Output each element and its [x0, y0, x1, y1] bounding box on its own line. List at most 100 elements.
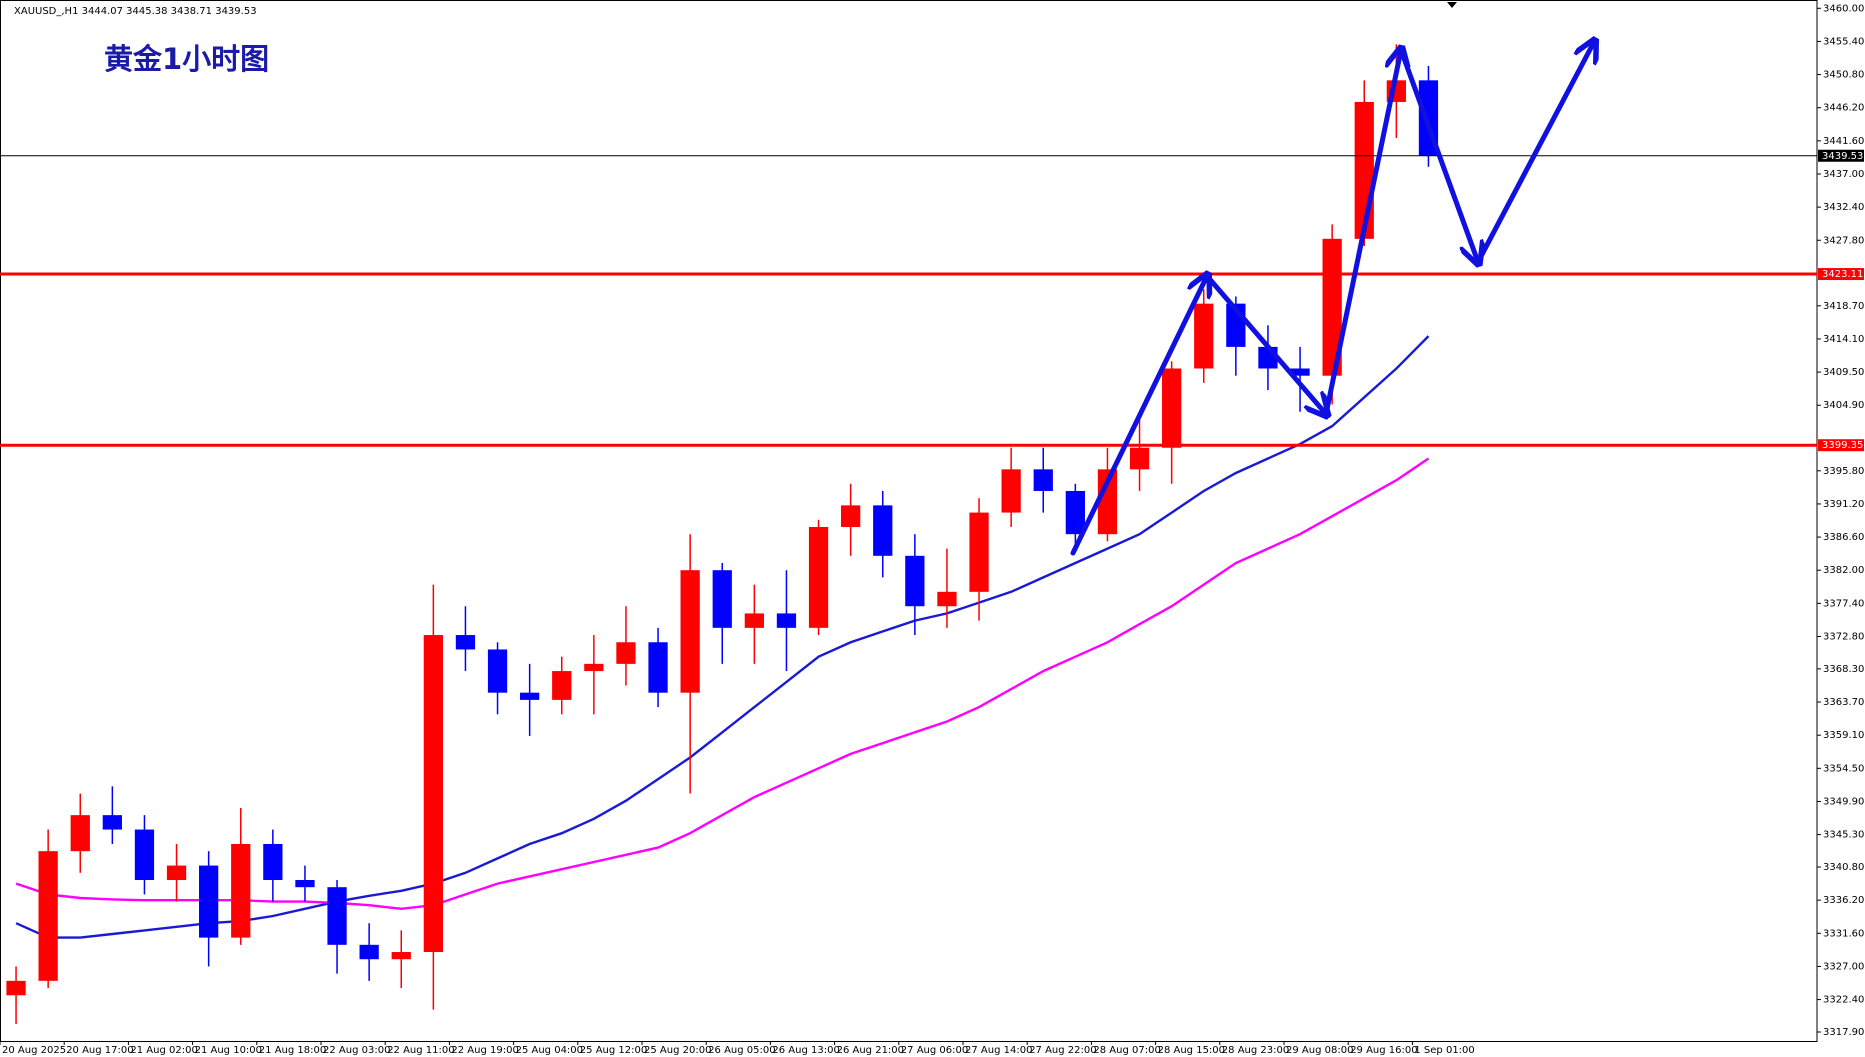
- x-tick-label: 22 Aug 03:00: [323, 1045, 390, 1056]
- y-tick-label: 3368.30: [1823, 664, 1864, 675]
- x-tick-label: 29 Aug 08:00: [1286, 1045, 1353, 1056]
- y-tick-label: 3372.80: [1823, 631, 1864, 642]
- y-tick-label: 3409.50: [1823, 367, 1864, 378]
- drawn-arrows: [1070, 42, 1594, 556]
- candle-body: [841, 505, 861, 527]
- y-tick-label: 3349.90: [1823, 796, 1864, 807]
- arrow: [1204, 273, 1326, 414]
- price-level-label: 3439.53: [1822, 151, 1863, 162]
- y-tick-label: 3377.40: [1823, 598, 1864, 609]
- candle-body: [552, 671, 572, 700]
- x-tick-label: 22 Aug 19:00: [451, 1045, 518, 1056]
- y-tick-label: 3359.10: [1823, 730, 1864, 741]
- y-tick-label: 3317.90: [1823, 1027, 1864, 1038]
- candle-body: [648, 642, 668, 693]
- x-tick-label: 25 Aug 20:00: [644, 1045, 711, 1056]
- candle-body: [1033, 469, 1053, 491]
- y-tick-label: 3450.80: [1823, 70, 1864, 81]
- price-level-tag: [1818, 268, 1864, 281]
- candle-body: [1001, 469, 1021, 513]
- candle-body: [327, 887, 347, 945]
- y-tick-label: 3414.10: [1823, 334, 1864, 345]
- moving-average: [15, 335, 1430, 939]
- y-tick-label: 3395.80: [1823, 466, 1864, 477]
- candle-body: [487, 649, 508, 693]
- candle-body: [199, 865, 219, 938]
- candle-body: [263, 843, 283, 880]
- candle-body: [423, 635, 443, 953]
- candle-body: [134, 829, 155, 880]
- candle-body: [1162, 368, 1182, 448]
- x-tick-label: 21 Aug 10:00: [195, 1045, 262, 1056]
- candle-body: [1129, 447, 1150, 470]
- candle-body: [969, 512, 989, 592]
- candle-body: [1290, 368, 1310, 376]
- candle-body: [905, 555, 925, 607]
- candle-body: [1194, 303, 1214, 369]
- x-tick-label: 28 Aug 23:00: [1222, 1045, 1289, 1056]
- chart-title: 黄金1小时图: [104, 42, 269, 76]
- candle-body: [102, 815, 122, 830]
- candle-body: [70, 815, 90, 852]
- candle-body: [584, 663, 604, 672]
- y-tick-label: 3455.40: [1823, 36, 1864, 47]
- x-tick-label: 21 Aug 02:00: [130, 1045, 197, 1056]
- candle-body: [455, 635, 476, 650]
- arrow: [1323, 50, 1401, 417]
- y-tick-label: 3382.00: [1823, 565, 1864, 576]
- price-level-tag: [1818, 149, 1864, 162]
- shift-marker: [1447, 2, 1457, 8]
- x-tick-label: 1 Sep 01:00: [1414, 1045, 1474, 1056]
- x-tick-label: 21 Aug 18:00: [259, 1045, 326, 1056]
- y-tick-label: 3345.30: [1823, 830, 1864, 841]
- y-tick-label: 3460.00: [1823, 3, 1864, 14]
- candle-body: [38, 851, 58, 981]
- candle-body: [520, 692, 540, 700]
- arrow: [1070, 276, 1207, 556]
- y-tick-label: 3404.90: [1823, 400, 1864, 411]
- x-tick-label: 20 Aug 17:00: [66, 1045, 133, 1056]
- price-level-label: 3423.11: [1822, 269, 1863, 280]
- price-level-tag: [1818, 439, 1864, 452]
- x-tick-label: 25 Aug 12:00: [580, 1045, 647, 1056]
- candle-body: [744, 613, 764, 628]
- y-tick-label: 3441.60: [1823, 136, 1864, 147]
- chart-header: XAUUSD_,H1 3444.07 3445.38 3438.71 3439.…: [14, 6, 257, 17]
- x-tick-label: 28 Aug 07:00: [1093, 1045, 1160, 1056]
- y-tick-label: 3386.60: [1823, 532, 1864, 543]
- y-tick-label: 3331.60: [1823, 928, 1864, 939]
- y-tick-label: 3418.70: [1823, 301, 1864, 312]
- x-tick-label: 27 Aug 22:00: [1029, 1045, 1096, 1056]
- x-tick-label: 26 Aug 05:00: [708, 1045, 775, 1056]
- y-tick-label: 3354.50: [1823, 763, 1864, 774]
- y-tick-label: 3391.20: [1823, 499, 1864, 510]
- candle-body: [231, 843, 251, 938]
- x-tick-label: 29 Aug 16:00: [1350, 1045, 1417, 1056]
- candle-body: [873, 505, 893, 556]
- y-tick-label: 3432.40: [1823, 202, 1864, 213]
- candle-body: [808, 526, 829, 628]
- candle-body: [166, 865, 187, 880]
- candle-body: [937, 591, 957, 607]
- candle-body: [1097, 469, 1118, 535]
- y-tick-label: 3363.70: [1823, 697, 1864, 708]
- x-tick-label: 26 Aug 21:00: [837, 1045, 904, 1056]
- y-tick-label: 3340.80: [1823, 862, 1864, 873]
- candle-body: [359, 944, 379, 960]
- arrow: [1475, 42, 1594, 265]
- x-tick-label: 22 Aug 11:00: [387, 1045, 454, 1056]
- x-tick-label: 25 Aug 04:00: [516, 1045, 583, 1056]
- y-tick-label: 3427.80: [1823, 235, 1864, 246]
- x-tick-label: 27 Aug 06:00: [901, 1045, 968, 1056]
- candle-body: [6, 980, 26, 996]
- x-tick-label: 20 Aug 2025: [2, 1045, 66, 1056]
- y-tick-label: 3437.00: [1823, 169, 1864, 180]
- plot-frame: [0, 0, 1818, 1042]
- arrow: [1398, 47, 1478, 262]
- candle-body: [391, 952, 411, 960]
- price-level-label: 3399.35: [1822, 440, 1863, 451]
- candle-body: [776, 613, 797, 628]
- candle-body: [712, 570, 732, 628]
